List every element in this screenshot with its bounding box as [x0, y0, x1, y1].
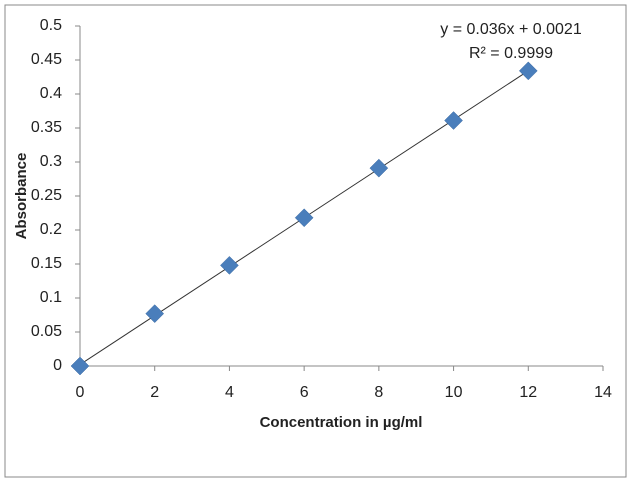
x-tick-label: 12	[519, 384, 537, 401]
y-tick-label: 0.25	[31, 187, 62, 204]
data-point	[444, 111, 463, 130]
data-point	[70, 356, 90, 376]
y-tick-label: 0.1	[40, 289, 62, 306]
x-tick-label: 6	[300, 384, 309, 401]
x-tick-label: 10	[445, 384, 463, 401]
y-tick-label: 0.35	[31, 119, 62, 136]
x-axis-title: Concentration in µg/ml	[260, 414, 423, 431]
y-tick-label: 0.5	[40, 17, 62, 34]
chart-border	[4, 4, 627, 478]
x-tick-label: 14	[594, 384, 612, 401]
r-squared: R² = 0.9999	[469, 45, 553, 62]
y-tick-label: 0	[53, 357, 62, 374]
y-tick-label: 0.45	[31, 51, 62, 68]
y-axis-title: Absorbance	[13, 153, 30, 240]
data-point	[145, 304, 165, 323]
data-point	[369, 158, 389, 178]
trendline-equation: y = 0.036x + 0.0021	[440, 21, 582, 38]
y-tick-label: 0.15	[31, 255, 62, 272]
x-tick-label: 4	[225, 384, 234, 401]
y-tick-label: 0.3	[40, 153, 62, 170]
data-point	[518, 61, 538, 81]
y-tick-label: 0.4	[40, 85, 62, 102]
x-tick-label: 8	[374, 384, 383, 401]
data-point	[294, 208, 314, 228]
x-tick-label: 0	[76, 384, 85, 401]
data-point	[220, 256, 239, 275]
y-tick-label: 0.05	[31, 323, 62, 340]
y-tick-label: 0.2	[40, 221, 62, 238]
x-tick-label: 2	[150, 384, 159, 401]
